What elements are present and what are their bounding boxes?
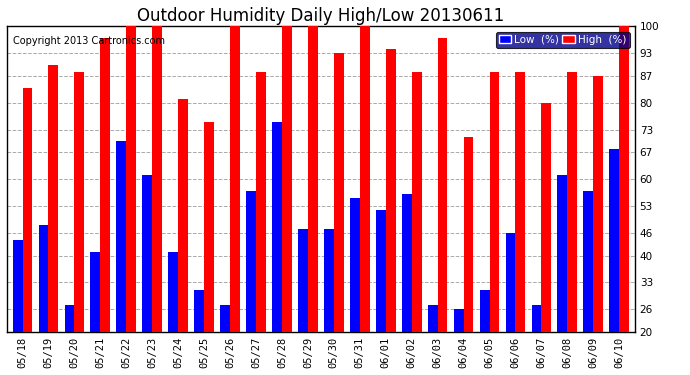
Bar xyxy=(256,72,266,332)
Bar xyxy=(376,210,386,332)
Bar xyxy=(584,190,593,332)
Bar xyxy=(619,27,629,332)
Bar xyxy=(168,252,178,332)
Bar xyxy=(515,72,525,332)
Bar xyxy=(48,64,59,332)
Bar xyxy=(39,225,48,332)
Bar xyxy=(282,27,292,332)
Bar xyxy=(204,122,214,332)
Bar xyxy=(489,72,500,332)
Bar xyxy=(386,50,395,332)
Bar xyxy=(428,305,437,332)
Text: Copyright 2013 Cartronics.com: Copyright 2013 Cartronics.com xyxy=(13,36,165,46)
Legend: Low  (%), High  (%): Low (%), High (%) xyxy=(495,32,629,48)
Bar xyxy=(178,99,188,332)
Bar xyxy=(464,137,473,332)
Bar xyxy=(90,252,100,332)
Bar xyxy=(12,240,23,332)
Bar xyxy=(65,305,75,332)
Bar xyxy=(506,232,515,332)
Bar xyxy=(230,27,240,332)
Bar xyxy=(142,176,152,332)
Bar xyxy=(609,148,619,332)
Bar xyxy=(272,122,282,332)
Bar xyxy=(195,290,204,332)
Bar xyxy=(359,27,370,332)
Bar xyxy=(334,53,344,332)
Bar xyxy=(308,27,318,332)
Bar xyxy=(412,72,422,332)
Bar xyxy=(454,309,464,332)
Bar xyxy=(437,38,448,332)
Bar xyxy=(480,290,489,332)
Title: Outdoor Humidity Daily High/Low 20130611: Outdoor Humidity Daily High/Low 20130611 xyxy=(137,7,504,25)
Bar xyxy=(542,103,551,332)
Bar xyxy=(75,72,84,332)
Bar xyxy=(126,27,136,332)
Bar xyxy=(324,229,334,332)
Bar xyxy=(100,38,110,332)
Bar xyxy=(558,176,567,332)
Bar xyxy=(152,27,162,332)
Bar xyxy=(117,141,126,332)
Bar xyxy=(350,198,359,332)
Bar xyxy=(220,305,230,332)
Bar xyxy=(567,72,578,332)
Bar xyxy=(593,76,603,332)
Bar xyxy=(23,88,32,332)
Bar xyxy=(246,190,256,332)
Bar xyxy=(531,305,542,332)
Bar xyxy=(402,195,412,332)
Bar xyxy=(298,229,308,332)
